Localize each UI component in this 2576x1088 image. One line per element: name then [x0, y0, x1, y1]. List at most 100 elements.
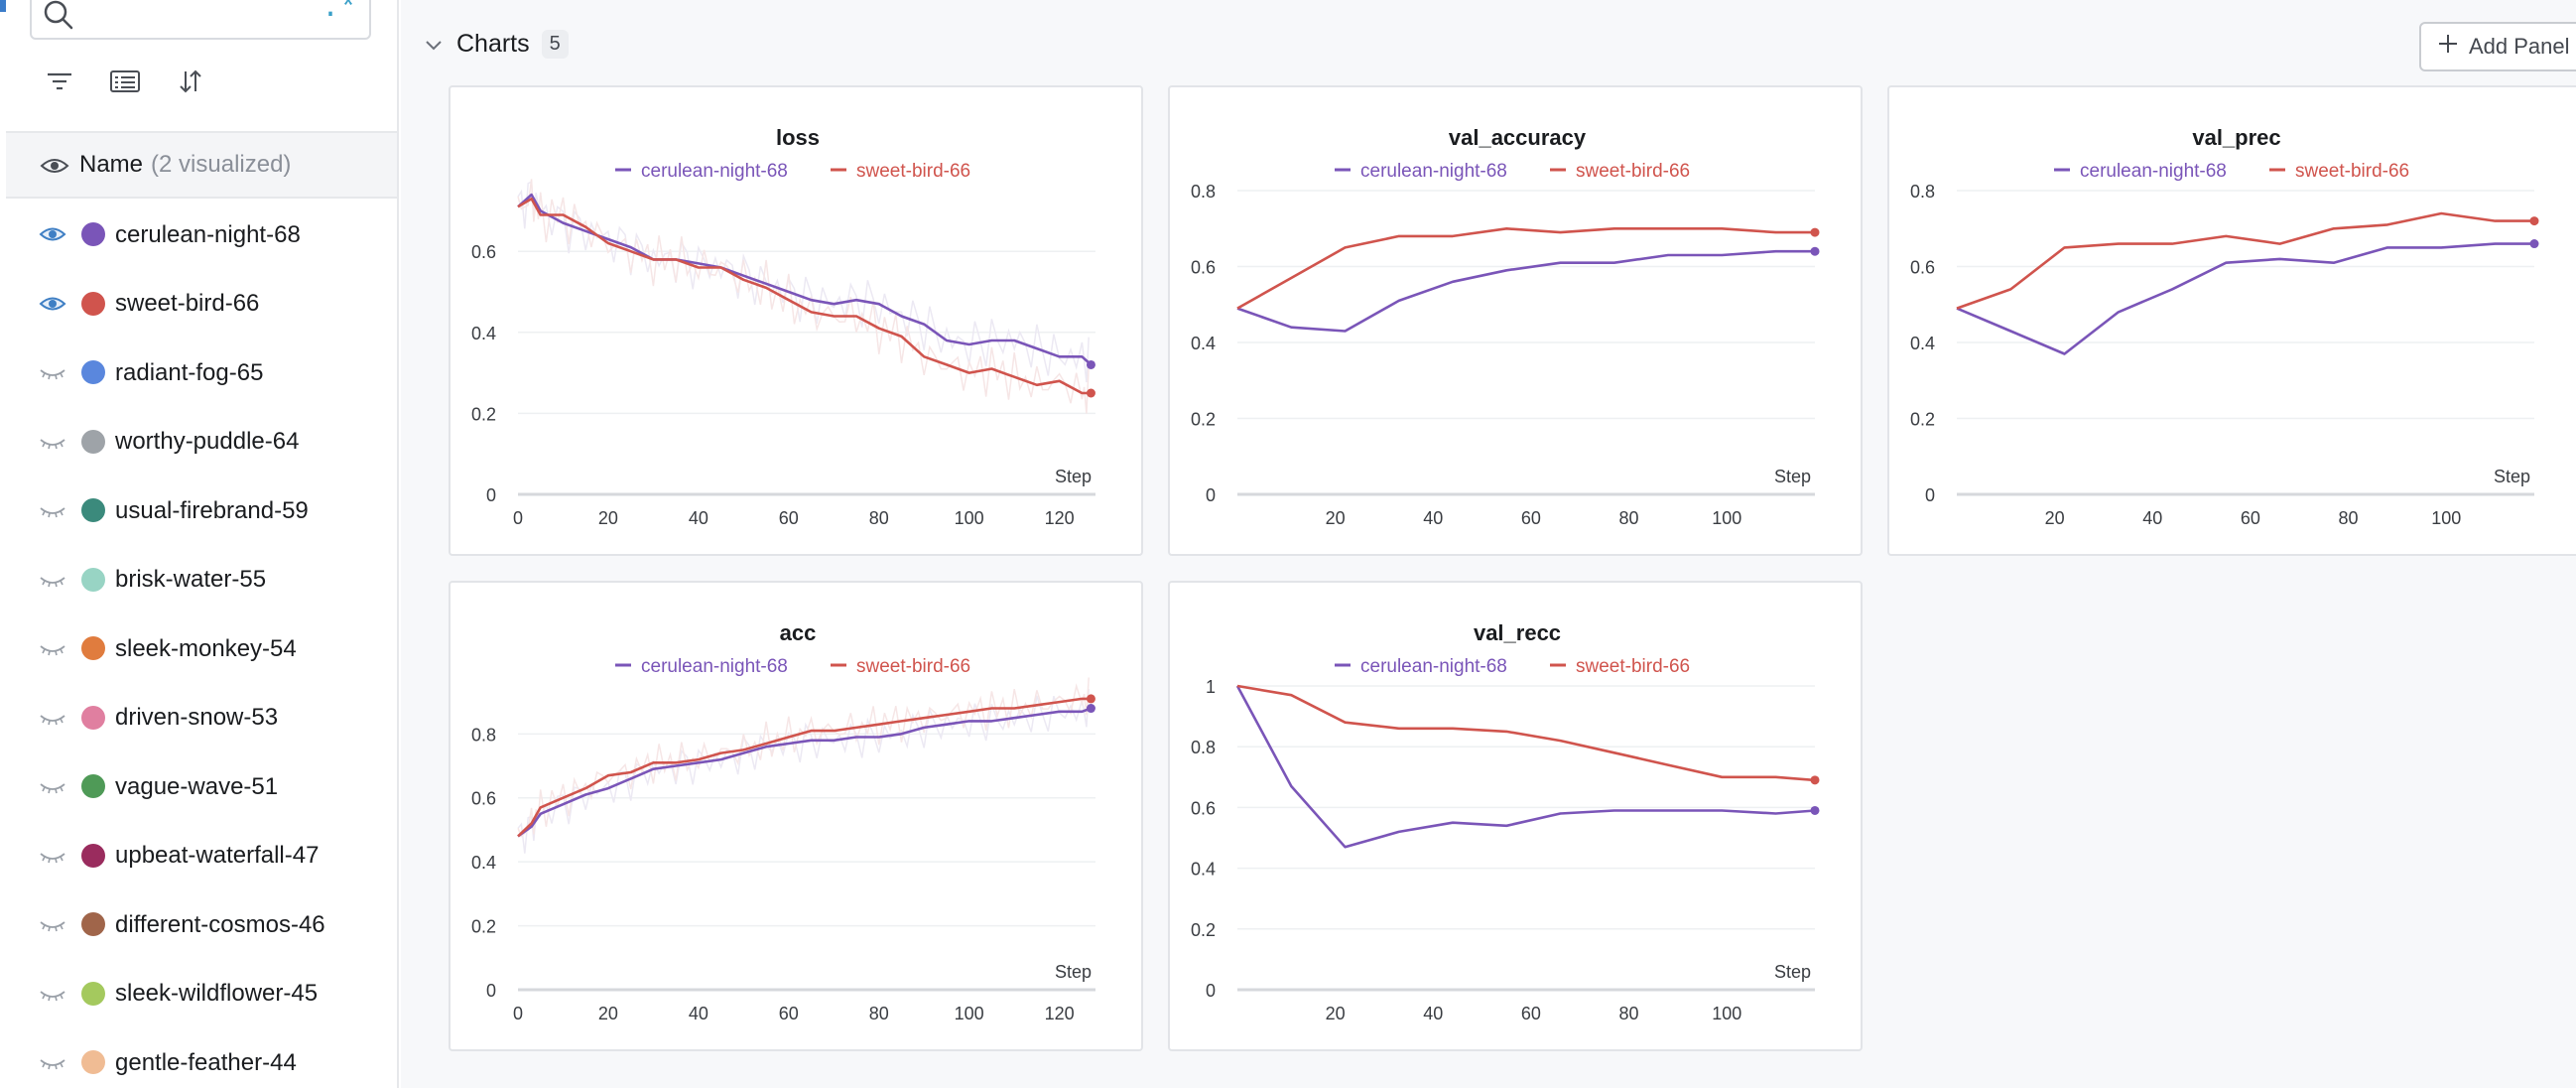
run-row[interactable]: sleek-wildflower-45	[6, 960, 397, 1029]
run-color-dot[interactable]	[81, 912, 105, 936]
run-row[interactable]: cerulean-night-68	[6, 201, 397, 270]
sort-button[interactable]	[171, 64, 210, 103]
eye-closed-icon[interactable]	[38, 430, 67, 454]
sort-icon	[177, 68, 204, 100]
legend-label: sweet-bird-66	[1576, 161, 1690, 182]
run-name: sleek-wildflower-45	[115, 980, 319, 1008]
run-row[interactable]: upbeat-waterfall-47	[6, 822, 397, 891]
search-icon	[42, 0, 75, 37]
section-title: Charts	[456, 30, 530, 58]
chart-panel-val-recc[interactable]: val_recc cerulean-night-68 sweet-bird-66 0 0…	[1168, 581, 1863, 1051]
eye-closed-icon[interactable]	[38, 360, 67, 384]
eye-closed-icon[interactable]	[38, 568, 67, 592]
run-color-dot[interactable]	[81, 567, 105, 592]
x-tick-label: 40	[2142, 508, 2162, 528]
x-tick-label: 40	[689, 508, 708, 528]
run-row[interactable]: sweet-bird-66	[6, 270, 397, 340]
series-end-point	[1086, 704, 1095, 714]
chart-title: val_recc	[1474, 620, 1561, 645]
search-box[interactable]: .*	[30, 0, 371, 40]
chart-panel-acc[interactable]: acc cerulean-night-68 sweet-bird-66 0 0.2 0.4…	[449, 581, 1143, 1051]
run-row[interactable]: sleek-monkey-54	[6, 614, 397, 684]
eye-closed-icon[interactable]	[38, 1050, 67, 1074]
run-color-dot[interactable]	[81, 360, 105, 384]
active-indicator	[0, 0, 6, 12]
filter-icon	[45, 69, 74, 98]
charts-workspace: Charts 5 Add Panel loss cerulean-night-68…	[401, 0, 2576, 1088]
run-row[interactable]: radiant-fog-65	[6, 339, 397, 408]
y-tick-label: 0.2	[1191, 410, 1216, 430]
y-tick-label: 0.4	[471, 853, 496, 873]
eye-icon[interactable]	[38, 222, 67, 246]
run-color-dot[interactable]	[81, 705, 105, 730]
eye-closed-icon[interactable]	[38, 912, 67, 936]
x-tick-label: 100	[955, 1004, 984, 1023]
x-tick-label: 40	[689, 1004, 708, 1023]
run-name: cerulean-night-68	[115, 220, 301, 248]
eye-closed-icon[interactable]	[38, 774, 67, 798]
run-row[interactable]: gentle-feather-44	[6, 1028, 397, 1088]
acc-chart: acc cerulean-night-68 sweet-bird-66 0 0.2 0.4…	[471, 620, 1095, 1023]
run-color-dot[interactable]	[81, 222, 105, 246]
y-tick-label: 0.2	[471, 404, 496, 424]
x-tick-label: 60	[1521, 1004, 1541, 1023]
y-tick-label: 0.6	[1910, 258, 1935, 278]
y-tick-label: 0.4	[1191, 334, 1216, 353]
regex-toggle[interactable]: .*	[321, 0, 357, 26]
y-tick-label: 0.8	[1191, 738, 1216, 757]
chart-panel-loss[interactable]: loss cerulean-night-68 sweet-bird-66 0 0.2 0.…	[449, 85, 1143, 556]
chart-panel-val-prec[interactable]: val_prec cerulean-night-68 sweet-bird-66 0 0…	[1887, 85, 2576, 556]
chart-panel-val-accuracy[interactable]: val_accuracy cerulean-night-68 sweet-bird-…	[1168, 85, 1863, 556]
run-color-dot[interactable]	[81, 636, 105, 660]
run-color-dot[interactable]	[81, 843, 105, 868]
series-line	[1956, 242, 2534, 355]
y-tick-label: 0	[486, 485, 496, 505]
run-row[interactable]: driven-snow-53	[6, 684, 397, 753]
run-color-dot[interactable]	[81, 1050, 105, 1074]
name-column-header[interactable]: Name (2 visualized)	[6, 131, 397, 199]
x-tick-label: 0	[513, 1004, 523, 1023]
series-line	[1235, 685, 1816, 849]
run-color-dot[interactable]	[81, 429, 105, 454]
run-row[interactable]: usual-firebrand-59	[6, 476, 397, 546]
y-tick-label: 0	[1925, 485, 1935, 505]
val-accuracy-chart: val_accuracy cerulean-night-68 sweet-bird-…	[1191, 125, 1820, 528]
add-panel-button[interactable]: Add Panel	[2419, 22, 2576, 71]
search-input[interactable]	[87, 0, 325, 30]
x-tick-label: 60	[779, 1004, 799, 1023]
x-axis-label: Step	[1774, 962, 1811, 982]
eye-closed-icon[interactable]	[38, 706, 67, 730]
chart-title: acc	[780, 620, 817, 645]
chevron-down-icon[interactable]	[421, 32, 447, 58]
eye-closed-icon[interactable]	[38, 636, 67, 660]
filter-button[interactable]	[40, 64, 79, 103]
table-view-button[interactable]	[105, 64, 145, 103]
eye-closed-icon[interactable]	[38, 498, 67, 522]
y-tick-label: 0	[1206, 981, 1216, 1001]
eye-closed-icon[interactable]	[38, 844, 67, 868]
legend-label: sweet-bird-66	[2295, 161, 2409, 182]
eye-icon[interactable]	[40, 155, 69, 182]
x-axis-label: Step	[2494, 467, 2530, 486]
eye-closed-icon[interactable]	[38, 982, 67, 1006]
y-tick-label: 0.4	[1191, 860, 1216, 880]
chart-title: loss	[776, 125, 820, 150]
panel-count-badge: 5	[541, 30, 569, 59]
run-row[interactable]: vague-wave-51	[6, 752, 397, 822]
run-row[interactable]: worthy-puddle-64	[6, 408, 397, 477]
x-tick-label: 60	[2241, 508, 2260, 528]
y-tick-label: 0.4	[1910, 334, 1935, 353]
run-color-dot[interactable]	[81, 774, 105, 798]
run-color-dot[interactable]	[81, 291, 105, 316]
charts-section-header[interactable]: Charts 5	[421, 30, 569, 59]
y-tick-label: 0.2	[471, 917, 496, 937]
run-name: radiant-fog-65	[115, 358, 264, 386]
eye-icon[interactable]	[38, 292, 67, 316]
run-row[interactable]: brisk-water-55	[6, 546, 397, 615]
y-tick-label: 1	[1206, 677, 1216, 697]
run-color-dot[interactable]	[81, 981, 105, 1006]
x-tick-label: 40	[1423, 508, 1443, 528]
y-tick-label: 0.4	[471, 324, 496, 343]
run-color-dot[interactable]	[81, 498, 105, 522]
run-row[interactable]: different-cosmos-46	[6, 890, 397, 960]
